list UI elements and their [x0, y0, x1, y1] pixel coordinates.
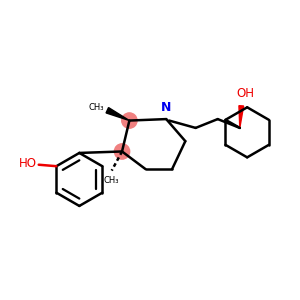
Text: HO: HO	[19, 157, 37, 170]
Text: N: N	[161, 101, 171, 114]
Text: CH₃: CH₃	[88, 103, 104, 112]
Text: OH: OH	[237, 87, 255, 100]
Polygon shape	[239, 106, 244, 128]
Circle shape	[122, 113, 137, 128]
Text: CH₃: CH₃	[104, 176, 119, 185]
Circle shape	[114, 144, 130, 159]
Polygon shape	[106, 108, 129, 121]
